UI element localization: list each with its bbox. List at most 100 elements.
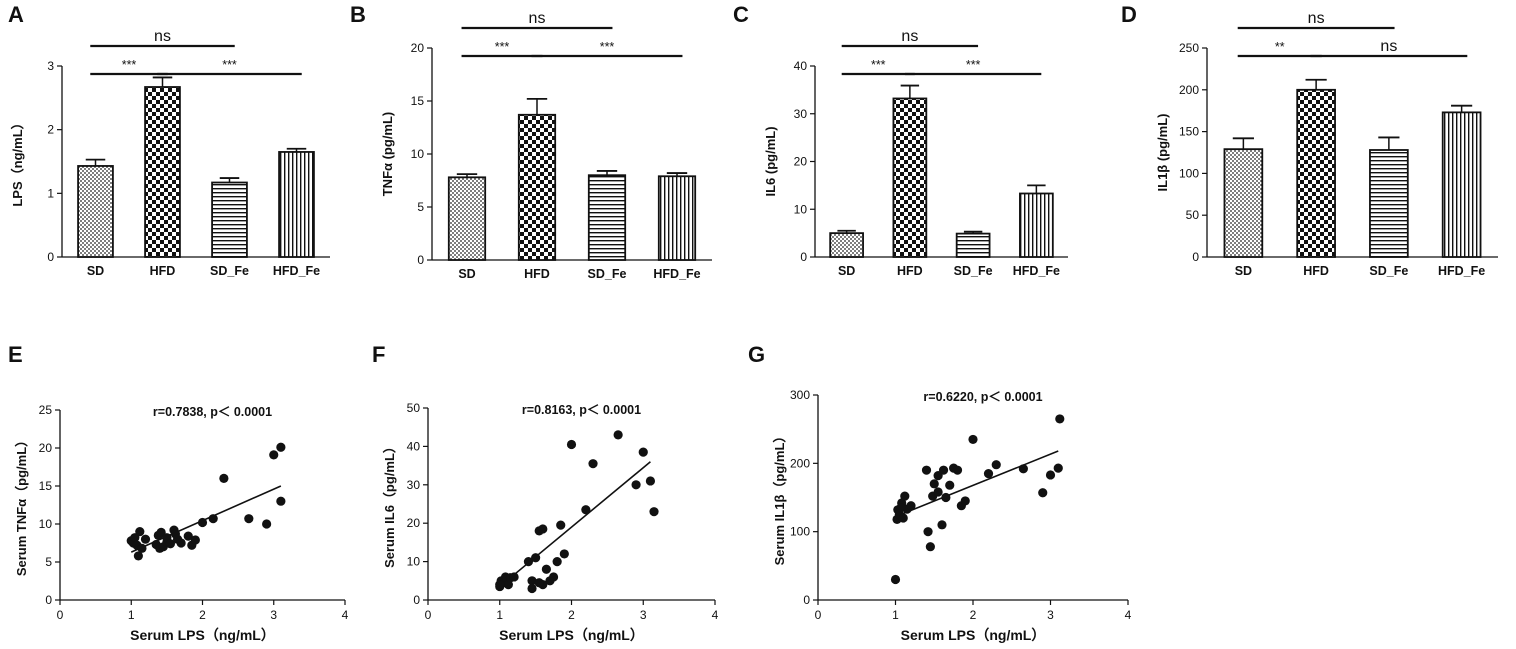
x-tick-label-a: SD_Fe	[210, 264, 249, 278]
y-axis-label-g: Serum IL1β（pg/mL）	[772, 430, 787, 566]
data-point-f	[531, 553, 541, 563]
data-point-e	[130, 533, 140, 543]
sig-label-d: **	[1275, 40, 1285, 54]
regression-line-g	[895, 450, 1059, 518]
x-axis-label-g: Serum LPS（ng/mL）	[901, 627, 1046, 643]
data-point-e	[140, 534, 151, 544]
x-axis-label-e: Serum LPS（ng/mL）	[130, 627, 275, 643]
x-tick-label-b: SD_Fe	[588, 267, 627, 281]
y-tick-label-d: 150	[1179, 125, 1199, 139]
data-point-f	[534, 578, 544, 588]
x-tick-label-b: HFD_Fe	[653, 267, 700, 281]
y-tick-label-f: 30	[407, 478, 421, 492]
y-tick-label-c: 0	[800, 250, 807, 264]
bar-c-sd-fe	[955, 232, 991, 258]
y-tick-label-d: 50	[1186, 208, 1200, 222]
y-tick-label-g: 300	[790, 388, 810, 402]
x-tick-label-e: 4	[342, 608, 349, 622]
data-point-f	[503, 580, 513, 590]
bar-a-hfd	[144, 86, 181, 258]
data-point-f	[495, 580, 505, 590]
panel-a: A 0 1 2 3 LPS（ng/mL） SD HFD SD_Fe HFD_Fe ns *** ***	[8, 2, 330, 278]
y-tick-label-e: 25	[39, 403, 53, 417]
data-point-g	[1055, 414, 1065, 424]
y-tick-label-c: 10	[794, 202, 808, 216]
data-point-f	[645, 476, 656, 486]
x-tick-label-g: 1	[892, 608, 899, 622]
x-tick-label-f: 4	[712, 608, 719, 622]
x-axis-label-f: Serum LPS（ng/mL）	[499, 627, 644, 643]
panel-letter-a: A	[8, 2, 24, 27]
y-tick-label-f: 10	[407, 555, 421, 569]
bar-c-sd	[829, 232, 864, 258]
bar-a-hfd-fe	[278, 151, 315, 258]
data-point-e	[219, 473, 229, 483]
data-point-g	[921, 465, 932, 475]
y-tick-label-c: 30	[794, 107, 808, 121]
bar-b-hfd-fe	[657, 175, 697, 261]
x-tick-label-c: HFD	[897, 264, 923, 278]
bar-c-hfd	[892, 97, 928, 258]
data-point-f	[559, 549, 569, 559]
sig-label-a: ***	[222, 58, 237, 72]
bar-b-hfd	[517, 113, 557, 261]
y-tick-label-b: 5	[417, 200, 424, 214]
y-tick-label-a: 3	[47, 59, 54, 73]
data-point-e	[137, 543, 147, 553]
x-tick-label-e: 1	[128, 608, 135, 622]
data-point-f	[556, 520, 566, 530]
bar-d-hfd	[1296, 88, 1336, 258]
correlation-label-e: r=0.7838, p＜ 0.0001	[153, 405, 272, 419]
y-axis-label-f: Serum IL6（pg/mL）	[382, 440, 397, 568]
x-tick-label-g: 4	[1125, 608, 1132, 622]
data-point-e	[269, 450, 279, 460]
correlation-label-f: r=0.8163, p＜ 0.0001	[522, 403, 641, 417]
data-point-g	[929, 479, 939, 489]
y-tick-label-b: 0	[417, 253, 424, 267]
y-tick-label-e: 10	[39, 517, 53, 531]
y-tick-label-a: 2	[47, 123, 54, 137]
y-tick-label-d: 250	[1179, 41, 1199, 55]
y-tick-label-c: 20	[794, 155, 808, 169]
panel-letter-g: G	[748, 342, 765, 367]
data-point-g	[906, 501, 916, 511]
x-tick-label-d: SD_Fe	[1369, 264, 1408, 278]
data-point-g	[923, 527, 933, 537]
data-point-g	[933, 487, 943, 497]
y-axis-label-e: Serum TNFα（pg/mL）	[14, 434, 29, 576]
data-point-e	[190, 535, 200, 545]
y-axis-label-d: IL1β (pg/mL)	[1155, 114, 1170, 192]
y-axis-label-a: LPS（ng/mL）	[10, 116, 25, 206]
data-point-e	[276, 496, 286, 506]
data-point-e	[276, 442, 286, 452]
y-tick-label-f: 50	[407, 401, 421, 415]
y-tick-label-d: 200	[1179, 83, 1199, 97]
y-tick-label-b: 10	[411, 147, 425, 161]
sig-label-c: ***	[871, 58, 886, 72]
data-point-f	[538, 524, 548, 534]
bar-d-sd	[1223, 148, 1264, 258]
x-tick-label-c: SD	[838, 264, 855, 278]
data-point-f	[638, 447, 648, 457]
sig-label-c: ns	[901, 28, 918, 45]
x-tick-label-g: 3	[1047, 608, 1054, 622]
data-point-g	[952, 465, 963, 475]
bar-c-hfd-fe	[1019, 192, 1054, 258]
panel-b: B 0 5 10 15 20 TNFα (pg/mL) SD HFD SD_Fe HFD_Fe ns *…	[350, 2, 712, 281]
data-point-e	[262, 519, 272, 529]
x-tick-label-c: HFD_Fe	[1013, 264, 1060, 278]
bar-a-sd	[77, 165, 114, 258]
data-point-g	[983, 468, 994, 479]
panel-letter-e: E	[8, 342, 23, 367]
data-point-g	[898, 513, 908, 523]
data-point-f	[631, 480, 641, 490]
sig-label-b: ***	[495, 40, 510, 54]
data-point-g	[896, 503, 906, 513]
x-tick-label-d: SD	[1235, 264, 1252, 278]
data-point-e	[176, 538, 186, 548]
x-tick-label-e: 0	[57, 608, 64, 622]
data-point-f	[613, 430, 623, 440]
data-point-f	[548, 572, 559, 582]
bar-b-sd-fe	[587, 174, 627, 261]
x-tick-label-f: 1	[496, 608, 503, 622]
